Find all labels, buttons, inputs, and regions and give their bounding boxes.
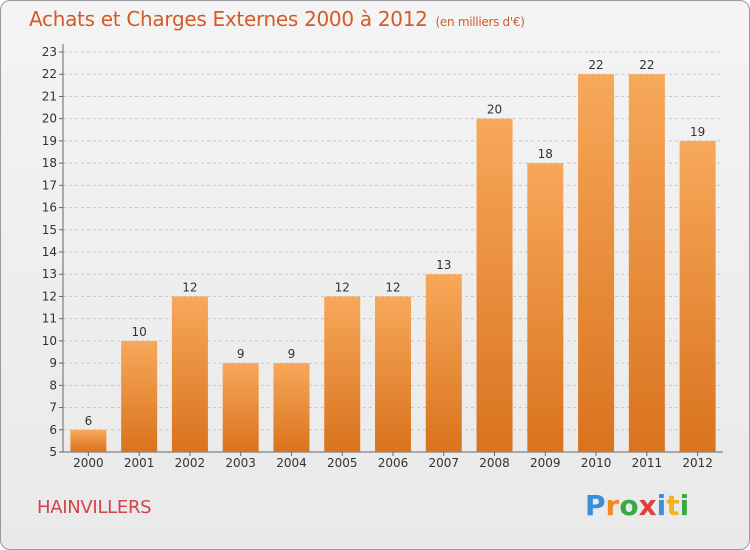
y-tick-label: 14	[42, 245, 57, 259]
bar	[171, 296, 208, 452]
bar-value-label: 18	[538, 147, 553, 161]
bar-value-label: 22	[588, 58, 603, 72]
chart-subtitle: (en milliers d'€)	[435, 15, 525, 29]
y-tick-label: 18	[42, 156, 57, 170]
y-tick-label: 22	[42, 67, 57, 81]
x-tick-label: 2009	[530, 456, 561, 470]
y-tick-label: 11	[42, 312, 57, 326]
logo-letter: x	[638, 489, 657, 522]
y-tick-label: 8	[49, 378, 57, 392]
y-tick-label: 9	[49, 356, 57, 370]
commune-name: HAINVILLERS	[37, 497, 152, 518]
bar-value-label: 13	[436, 258, 451, 272]
bar	[273, 363, 310, 452]
bar	[222, 363, 259, 452]
logo-letter: i	[679, 489, 690, 522]
x-tick-label: 2010	[581, 456, 612, 470]
x-tick-label: 2011	[632, 456, 663, 470]
y-tick-label: 23	[42, 45, 57, 59]
y-tick-label: 17	[42, 178, 57, 192]
logo-letter: P	[585, 489, 606, 522]
x-tick-label: 2007	[428, 456, 459, 470]
y-tick-label: 13	[42, 267, 57, 281]
chart-title: Achats et Charges Externes 2000 à 2012 (e…	[29, 7, 525, 31]
bar-value-label: 6	[85, 414, 93, 428]
y-tick-labels: 5 6 7 8 9 10 11 12 13 14 15 16 17 18 19 20 21 22 23	[42, 45, 57, 459]
bar-value-label: 12	[182, 280, 197, 294]
logo-letter: r	[605, 489, 620, 522]
x-tick-label: 2005	[327, 456, 358, 470]
x-tick-label: 2002	[175, 456, 206, 470]
y-tick-label: 15	[42, 223, 57, 237]
bar	[70, 429, 107, 452]
bars	[70, 74, 716, 453]
x-tick-label: 2003	[225, 456, 256, 470]
bar-value-label: 19	[690, 125, 705, 139]
y-tick-label: 7	[49, 401, 57, 415]
bar-value-label: 9	[237, 347, 245, 361]
x-tick-labels: 2000 2001 2002 2003 2004 2005 2006 2007 2008 2009…	[73, 456, 713, 470]
y-tick-label: 19	[42, 134, 57, 148]
bar-value-label: 12	[385, 280, 400, 294]
logo-letter: t	[666, 489, 680, 522]
logo-letter: o	[619, 489, 639, 522]
y-tick-label: 20	[42, 112, 57, 126]
bar-value-label: 20	[487, 103, 502, 117]
bar	[628, 74, 665, 452]
bar	[324, 296, 361, 452]
bar	[527, 163, 564, 452]
y-tick-label: 12	[42, 289, 57, 303]
y-tick-label: 16	[42, 201, 57, 215]
bar-value-label: 22	[639, 58, 654, 72]
x-tick-label: 2006	[378, 456, 409, 470]
bar-value-label: 10	[132, 325, 147, 339]
bar	[679, 140, 716, 452]
y-tick-label: 5	[49, 445, 57, 459]
value-labels: 6 10 12 9 9 12 12 13 20 18 22 22 19	[85, 58, 706, 428]
x-tick-label: 2001	[124, 456, 155, 470]
bar	[375, 296, 411, 452]
bar	[425, 274, 462, 452]
x-tick-label: 2008	[479, 456, 510, 470]
bar-value-label: 9	[288, 347, 296, 361]
proxiti-logo[interactable]: Proxiti	[585, 489, 689, 522]
title-text: Achats et Charges Externes 2000 à 2012	[29, 7, 428, 31]
y-tick-label: 10	[42, 334, 57, 348]
bar-value-label: 12	[335, 280, 350, 294]
y-tick-label: 6	[49, 423, 57, 437]
x-tick-label: 2004	[276, 456, 307, 470]
bar	[121, 340, 158, 452]
y-tick-label: 21	[42, 89, 57, 103]
x-tick-label: 2000	[73, 456, 104, 470]
logo-letter: i	[656, 489, 667, 522]
bar	[476, 118, 513, 453]
x-tick-label: 2012	[682, 456, 713, 470]
bar	[578, 74, 615, 452]
